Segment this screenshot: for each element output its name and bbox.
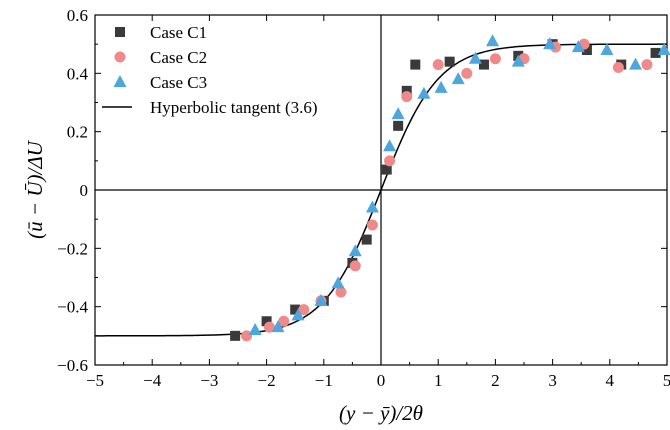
data-point [391,107,405,120]
x-tick-label: 1 [434,371,443,390]
ticks: −5 −4 −3 −2 −1 0 1 2 3 4 5 −0.6 −0.4 −0.2 0 0.2 0.4 0.6 [57,6,670,390]
legend-marker [115,27,125,37]
legend-label: Case C3 [150,73,207,92]
data-point [629,57,643,70]
data-point [263,321,275,333]
data-point [612,62,624,73]
data-point [381,164,392,175]
y-tick-label: −0.6 [57,356,88,375]
x-tick-label: −3 [200,371,218,390]
data-point [383,139,397,152]
x-tick-label: 0 [377,371,386,390]
x-tick-label: −2 [258,371,276,390]
data-point [361,234,372,245]
data-point [241,330,253,342]
data-point [489,53,501,65]
data-point [600,43,614,55]
data-point [444,56,455,67]
x-tick-label: 2 [491,371,500,390]
data-point [451,72,465,85]
data-point [349,260,361,272]
data-point [401,91,413,103]
legend-label: Hyperbolic tangent (3.6) [150,98,318,117]
data-point [650,47,661,58]
y-tick-label: 0 [80,181,89,200]
y-tick-label: −0.2 [57,239,88,258]
data-point [641,59,653,71]
x-tick-label: −4 [143,371,162,390]
legend-label: Case C2 [150,48,207,67]
data-point [261,316,272,327]
data-point [543,37,557,50]
series-case-c3 [248,34,670,335]
data-point [278,315,290,327]
data-point [461,67,473,79]
data-point [291,308,305,321]
data-point [581,45,592,55]
x-tick-label: 3 [548,371,557,390]
y-tick-label: 0.2 [67,123,88,142]
x-tick-label: 4 [606,371,615,390]
data-point [486,34,500,47]
legend-label: Case C1 [150,23,207,42]
x-tick-label: −1 [315,371,333,390]
tanh-curve [95,43,667,337]
data-point [410,59,421,70]
data-point [314,293,328,306]
series-layer [95,34,670,342]
series-case-c2 [241,38,653,342]
data-point [384,155,396,167]
y-tick-label: 0.4 [67,64,89,83]
data-point [271,320,285,333]
data-point [478,59,489,70]
data-point [365,200,379,213]
data-point [401,85,412,96]
data-point [335,286,347,298]
legend-marker [113,75,127,87]
y-tick-label: −0.4 [57,298,88,317]
data-point [248,323,262,335]
data-point [432,59,444,71]
data-point [657,43,670,55]
y-tick-label: 0.6 [67,6,88,25]
x-tick-label: −5 [86,371,104,390]
data-point [571,40,585,53]
data-point [298,304,310,316]
data-point [468,51,482,64]
data-point [366,219,378,231]
legend-marker [114,51,126,63]
x-axis-label: (y − ȳ)/2θ [339,401,423,425]
data-point [393,120,404,131]
data-point [230,330,241,341]
legend: Case C1 Case C2 Case C3 Hyperbolic tangent … [102,23,318,117]
data-point [434,80,448,93]
y-axis-label: (ū − Ū)/ΔU [23,139,47,238]
data-point [348,244,362,257]
data-point [290,304,301,315]
x-tick-label: 5 [663,371,670,390]
data-point [331,276,345,289]
data-point [417,86,431,99]
data-point [511,54,525,67]
